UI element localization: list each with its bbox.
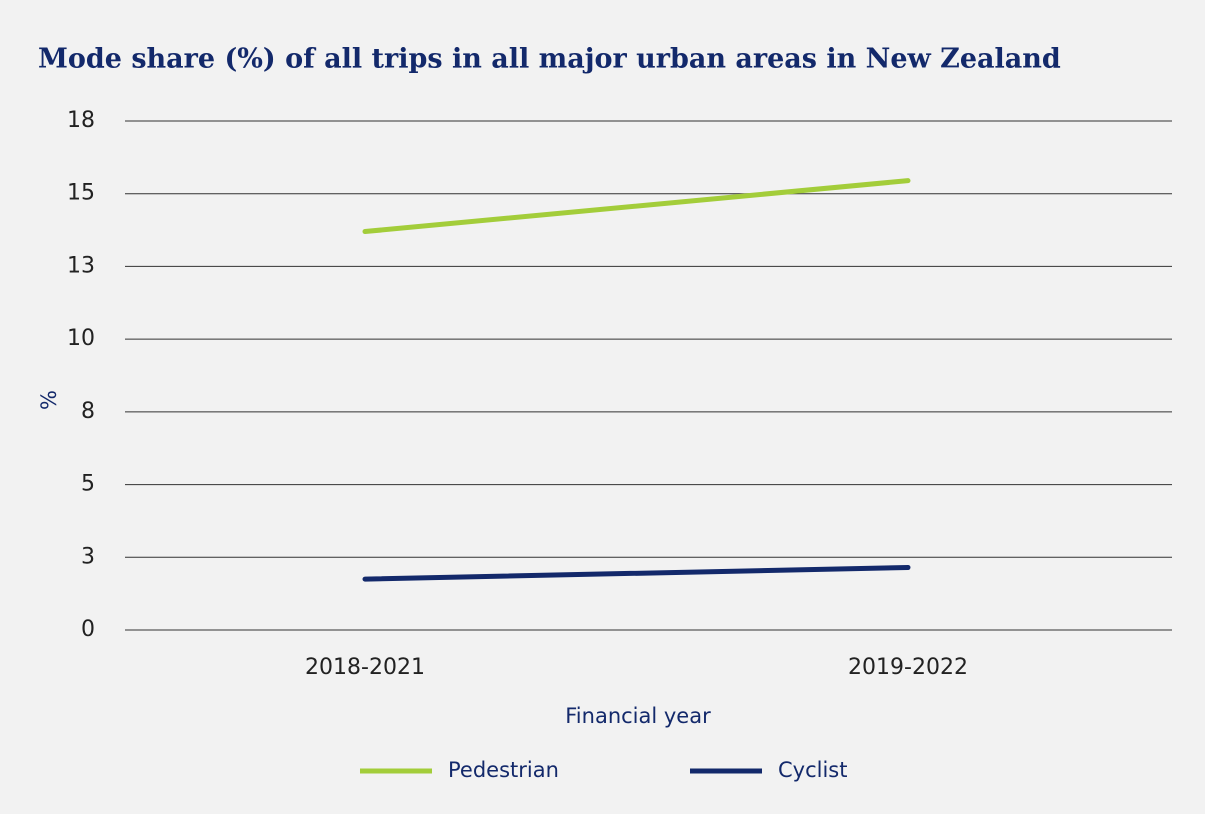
legend-label: Cyclist (778, 758, 847, 782)
x-axis-title: Financial year (565, 704, 711, 728)
y-tick-label: 18 (67, 108, 95, 133)
line-series (362, 564, 911, 582)
y-tick-label: 8 (81, 399, 95, 424)
y-tick-label: 3 (81, 544, 95, 569)
y-tick-label: 15 (67, 181, 95, 206)
y-tick-label: 0 (81, 617, 95, 642)
y-tick-label: 10 (67, 326, 95, 351)
x-tick-label: 2019-2022 (848, 655, 968, 680)
y-axis-title: % (37, 390, 61, 410)
y-tick-label: 13 (67, 253, 95, 278)
x-tick-label: 2018-2021 (305, 655, 425, 680)
legend-label: Pedestrian (448, 758, 559, 782)
line-series (362, 178, 911, 235)
y-tick-label: 5 (81, 472, 95, 497)
chart-title: Mode share (%) of all trips in all major… (38, 44, 1061, 75)
